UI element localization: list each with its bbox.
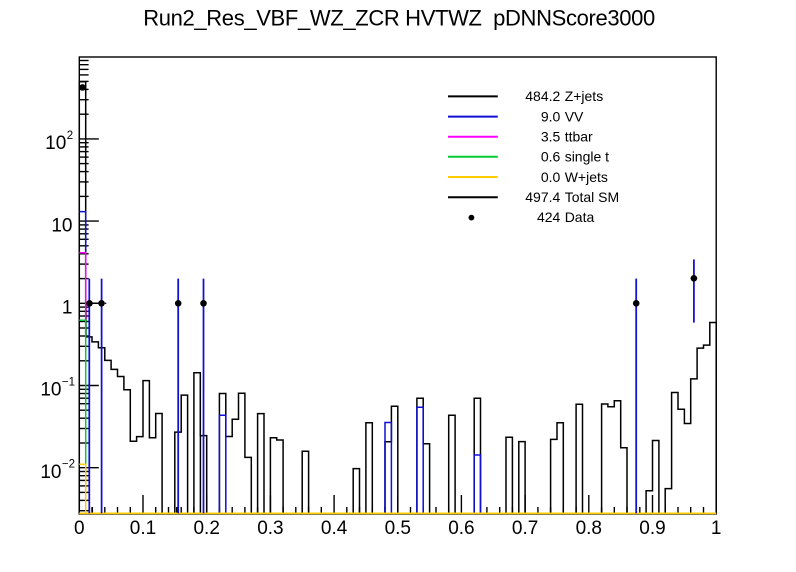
svg-text:Run2_Res_VBF_WZ_ZCR HVTWZ pDN: Run2_Res_VBF_WZ_ZCR HVTWZ pDNNScore3000 bbox=[143, 5, 655, 30]
svg-text:1: 1 bbox=[62, 298, 73, 319]
svg-text:W+jets: W+jets bbox=[565, 169, 608, 185]
svg-text:VV: VV bbox=[565, 108, 584, 124]
svg-text:1: 1 bbox=[711, 518, 722, 539]
svg-text:−1: −1 bbox=[62, 376, 75, 388]
svg-text:single t: single t bbox=[565, 149, 609, 165]
svg-text:10: 10 bbox=[51, 215, 72, 236]
svg-text:10: 10 bbox=[40, 380, 61, 401]
svg-text:ttbar: ttbar bbox=[565, 129, 593, 145]
svg-text:Total SM: Total SM bbox=[565, 189, 619, 205]
svg-text:497.4: 497.4 bbox=[525, 189, 560, 205]
svg-text:0.6: 0.6 bbox=[448, 518, 474, 539]
svg-text:−2: −2 bbox=[62, 459, 75, 471]
svg-text:3.5: 3.5 bbox=[541, 129, 561, 145]
svg-text:0.4: 0.4 bbox=[321, 518, 348, 539]
svg-text:0.1: 0.1 bbox=[130, 518, 156, 539]
svg-text:0.0: 0.0 bbox=[541, 169, 561, 185]
svg-text:0.9: 0.9 bbox=[639, 518, 665, 539]
svg-text:0.3: 0.3 bbox=[257, 518, 283, 539]
svg-text:10: 10 bbox=[40, 462, 61, 483]
svg-text:0.8: 0.8 bbox=[576, 518, 602, 539]
svg-text:2: 2 bbox=[67, 130, 73, 142]
svg-text:10: 10 bbox=[45, 133, 66, 154]
svg-text:0.2: 0.2 bbox=[193, 518, 219, 539]
svg-text:0.7: 0.7 bbox=[512, 518, 538, 539]
svg-text:0.5: 0.5 bbox=[385, 518, 411, 539]
svg-text:Z+jets: Z+jets bbox=[565, 88, 604, 104]
svg-text:Data: Data bbox=[565, 209, 595, 225]
svg-text:0.6: 0.6 bbox=[541, 149, 561, 165]
svg-text:484.2: 484.2 bbox=[525, 88, 560, 104]
svg-text:9.0: 9.0 bbox=[541, 108, 561, 124]
svg-text:424: 424 bbox=[537, 209, 561, 225]
svg-text:0: 0 bbox=[74, 518, 85, 539]
